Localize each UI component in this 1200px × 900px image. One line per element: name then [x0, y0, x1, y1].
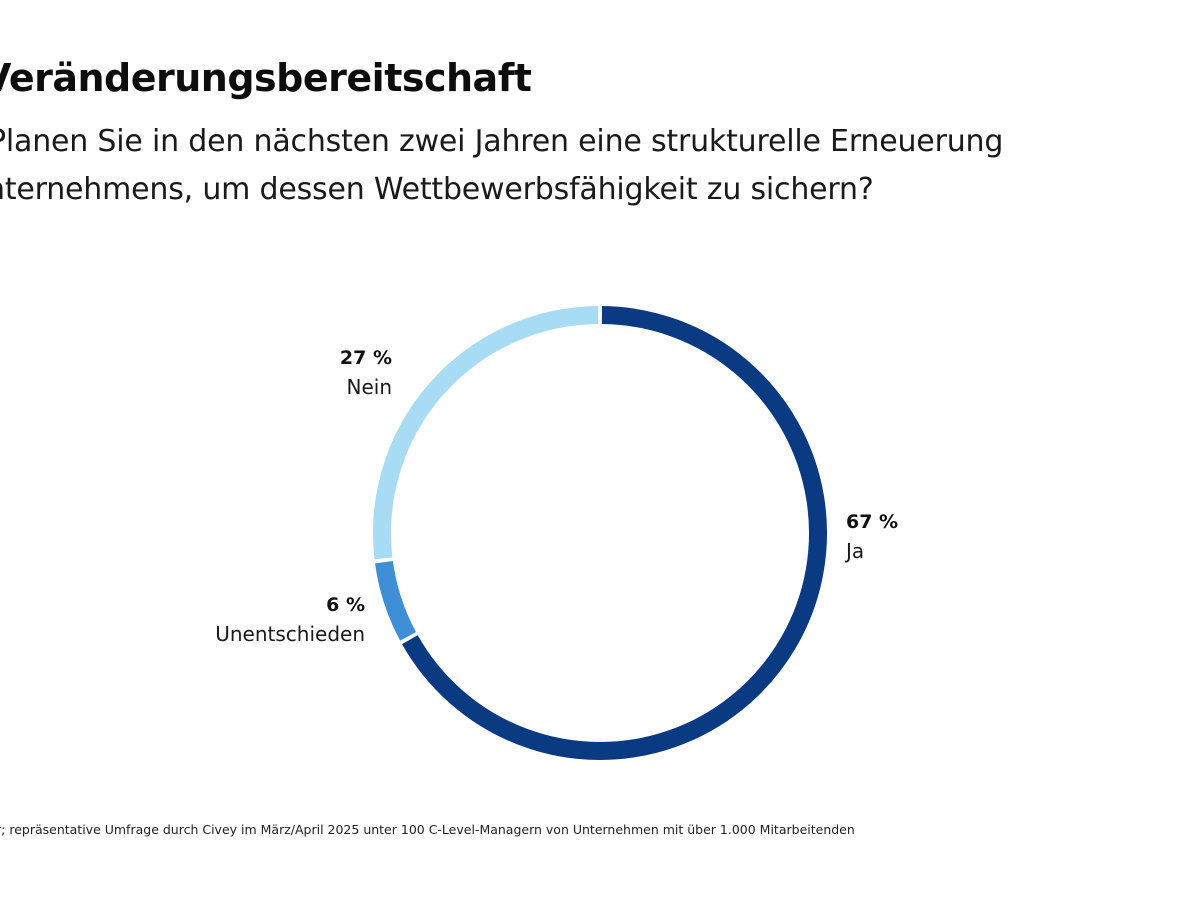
slice-category-label-unentschieden: Unentschieden — [215, 622, 365, 646]
question-line-2: nternehmens, um dessen Wettbewerbsfähigk… — [0, 172, 874, 207]
slice-value-label-unentschieden: 6 % — [326, 594, 365, 616]
source-footnote: r; repräsentative Umfrage durch Civey im… — [0, 822, 855, 837]
slice-value-label-nein: 27 % — [340, 347, 392, 369]
donut-slice-nein — [373, 306, 599, 560]
question-line-1: Planen Sie in den nächsten zwei Jahren e… — [0, 124, 1004, 159]
chart-title: Veränderungsbereitschaft — [0, 56, 532, 100]
chart-question: Planen Sie in den nächsten zwei Jahren e… — [0, 118, 1200, 214]
donut-slice-ja — [402, 306, 827, 760]
donut-slice-unentschieden — [375, 560, 417, 641]
slice-value-label-ja: 67 % — [846, 511, 898, 533]
slice-category-label-ja: Ja — [844, 539, 864, 563]
slice-category-label-nein: Nein — [347, 375, 393, 399]
